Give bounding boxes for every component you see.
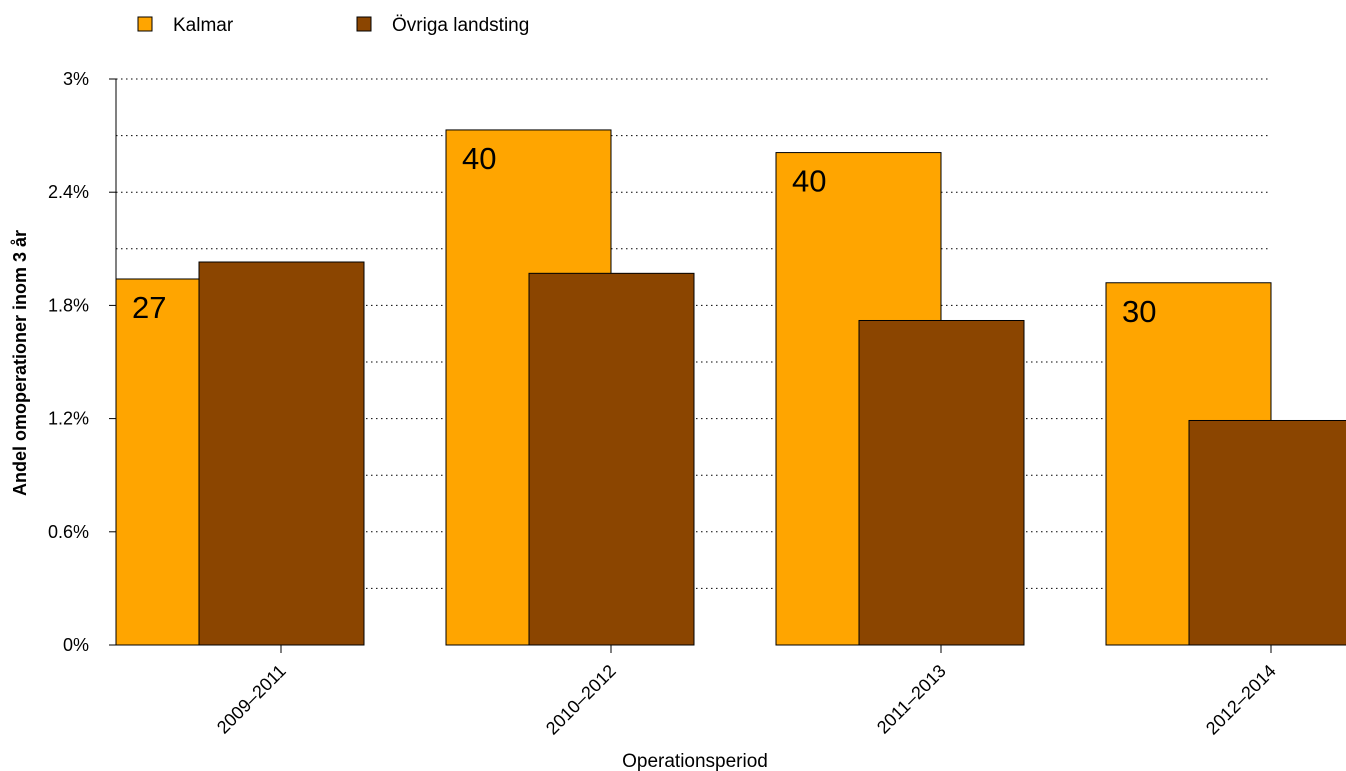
y-tick-label: 1.2% [48,409,89,429]
legend-label: Övriga landsting [392,15,529,36]
x-tick-label: 2011–2013 [873,661,950,738]
x-axis-title: Operationsperiod [622,751,768,771]
bar-ovriga-landsting [1188,419,1346,646]
bar-data-label: 40 [792,164,826,199]
bar-ovriga-landsting [858,319,1025,646]
y-tick-label: 0.6% [48,522,89,542]
bar-labels: 27 40 40 30 [132,141,1156,329]
x-tick-label: 2012–2014 [1202,661,1280,739]
bar-ovriga-landsting [198,261,365,646]
legend: Kalmar Övriga landsting [137,15,529,36]
y-axis-title: Andel omoperationer inom 3 år [10,230,30,496]
y-tick-label: 2.4% [48,182,89,202]
x-tick-label: 2010–2012 [542,661,620,739]
bars [115,129,1346,646]
x-tick-label: 2009–2011 [213,661,290,738]
y-tick-label: 0% [63,635,89,655]
legend-swatch [356,16,372,32]
y-tick-label: 1.8% [48,295,89,315]
bar-data-label: 27 [132,290,166,325]
bar-data-label: 30 [1122,294,1156,329]
y-tick-label: 3% [63,69,89,89]
x-axis: 2009–2011 2010–2012 2011–2013 2012–2014 [213,645,1280,739]
legend-label: Kalmar [173,15,234,36]
bar-ovriga-landsting [528,272,695,646]
bar-data-label: 40 [462,141,496,176]
y-axis: 0% 0.6% 1.2% 1.8% 2.4% 3% [48,69,117,655]
legend-swatch [137,16,153,32]
